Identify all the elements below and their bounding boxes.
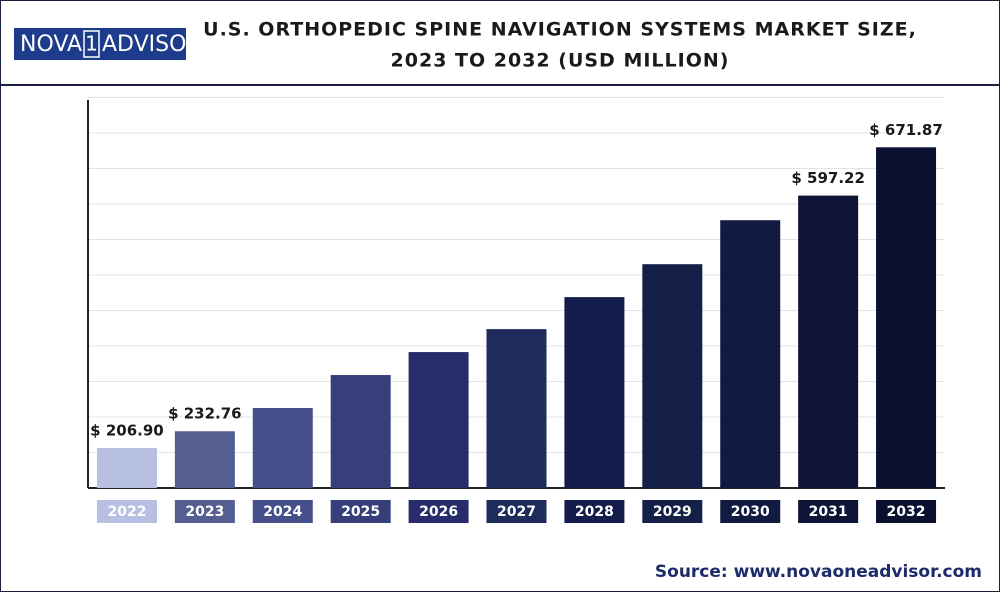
- logo-mark: [83, 30, 100, 58]
- x-tick-label: 2029: [653, 504, 692, 520]
- bar: [564, 297, 625, 488]
- bar: [798, 195, 859, 489]
- bar: [252, 408, 313, 488]
- x-tick-box: [96, 500, 157, 523]
- x-tick-box: [564, 500, 625, 523]
- x-tick-box: [798, 500, 859, 523]
- bar: [720, 220, 781, 488]
- x-tick-label: 2031: [809, 504, 848, 520]
- logo-box: [14, 28, 186, 60]
- x-tick-box: [642, 500, 703, 523]
- x-tick-box: [330, 500, 391, 523]
- x-tick-label: 2022: [107, 504, 146, 520]
- x-tick-label: 2028: [575, 504, 614, 520]
- bar: [408, 352, 469, 488]
- bar: [96, 447, 157, 488]
- logo-text: ADVISOR: [102, 32, 202, 57]
- x-tick-label: 2025: [341, 504, 380, 520]
- source: Source: www.novaoneadvisor.com: [655, 562, 982, 582]
- x-tick-box: [174, 500, 235, 523]
- x-tick-label: 2026: [419, 504, 458, 520]
- value-label: $ 671.87: [869, 121, 943, 139]
- x-tick-box: [252, 500, 313, 523]
- x-tick-box: [876, 500, 937, 523]
- x-tick-box: [408, 500, 469, 523]
- value-label: $ 232.76: [168, 405, 242, 423]
- bar: [174, 431, 235, 488]
- x-tick-label: 2024: [263, 504, 302, 520]
- logo-text: NOVA: [20, 32, 82, 57]
- bar: [486, 329, 547, 488]
- chart-title: 2023 TO 2032 (USD MILLION): [391, 50, 730, 72]
- logo-text: 1: [85, 32, 98, 56]
- x-tick-label: 2023: [185, 504, 224, 520]
- bar: [642, 264, 703, 488]
- value-label: $ 206.90: [90, 421, 164, 439]
- x-tick-label: 2032: [887, 504, 926, 520]
- bar: [330, 375, 391, 488]
- value-label: $ 597.22: [791, 169, 865, 187]
- plot: 2022 $ 206.90 2023 $ 232.76 2024 2025 2026 2027…: [87, 97, 945, 523]
- x-tick-label: 2030: [731, 504, 770, 520]
- x-tick-box: [486, 500, 547, 523]
- x-tick-box: [720, 500, 781, 523]
- chart-title: U.S. ORTHOPEDIC SPINE NAVIGATION SYSTEMS…: [203, 19, 917, 41]
- x-tick-label: 2027: [497, 504, 536, 520]
- bar: [876, 147, 937, 489]
